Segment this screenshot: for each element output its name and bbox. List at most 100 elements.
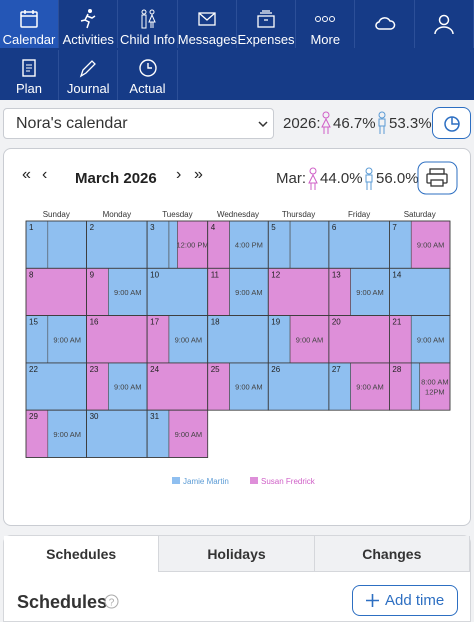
day-cell[interactable]: 9 9:00 AM (86, 267, 148, 317)
year-male-pct: 53.3% (389, 115, 432, 132)
day-number: 29 (29, 412, 38, 421)
nav-item[interactable]: Actual (119, 50, 178, 100)
tab[interactable]: Holidays (159, 536, 315, 572)
day-cell[interactable]: 30 (86, 409, 148, 458)
nav-item[interactable]: Messages (178, 0, 237, 48)
day-cell[interactable]: 27 9:00 AM (328, 362, 390, 411)
day-cell[interactable]: 7 9:00 AM (389, 220, 451, 269)
prev-year[interactable]: « (22, 166, 31, 183)
nav-label: Child Info (120, 32, 175, 47)
add-time-label: Add time (385, 592, 445, 609)
day-number: 5 (271, 223, 276, 232)
prev-month[interactable]: ‹ (42, 166, 47, 183)
pie-button[interactable] (432, 107, 471, 139)
exchange-time: 9:00 AM (235, 288, 263, 297)
tabs-panel: Schedules Holidays Changes Schedules ? Add… (3, 535, 471, 622)
day-cell[interactable]: 14 (389, 267, 451, 317)
day-cell[interactable]: 23 9:00 AM (86, 362, 148, 411)
custody-segment (108, 268, 148, 316)
day-cell[interactable]: 16 (86, 315, 148, 364)
day-number: 3 (150, 223, 155, 232)
day-cell[interactable]: 31 9:00 AM (146, 409, 209, 458)
day-number: 16 (90, 318, 99, 327)
custody-segment (229, 362, 269, 411)
day-cell[interactable]: 11 9:00 AM (207, 267, 269, 317)
exchange-time: 9:00 AM (296, 335, 324, 344)
day-cell[interactable]: 25 9:00 AM (207, 362, 269, 411)
exchange-time: 8:00 AM (421, 378, 449, 387)
legend-label: Susan Fredrick (261, 477, 316, 486)
nav-item[interactable]: Calendar (0, 0, 59, 48)
day-number: 27 (332, 365, 341, 374)
day-number: 11 (211, 270, 220, 279)
day-cell[interactable]: 10 (146, 267, 209, 317)
calendar-select[interactable]: Nora's calendar (3, 108, 274, 139)
nav-item[interactable]: Child Info (119, 0, 178, 48)
pie-icon (444, 116, 460, 132)
day-cell[interactable]: 5 (267, 220, 330, 269)
tab[interactable]: Schedules (4, 536, 160, 572)
day-number: 9 (90, 270, 95, 279)
day-number: 22 (29, 365, 38, 374)
nav-item[interactable]: Expenses (237, 0, 296, 48)
custody-segment (289, 220, 330, 269)
nav-icon (81, 9, 96, 29)
nav-icon (374, 17, 395, 30)
day-cell[interactable]: 13 9:00 AM (328, 267, 390, 317)
day-cell[interactable]: 29 9:00 AM (25, 409, 87, 458)
day-cell[interactable]: 8 (25, 267, 87, 317)
day-number: 15 (29, 318, 38, 327)
month-female-pct: 44.0% (320, 170, 363, 187)
nav-label: Expenses (237, 32, 295, 47)
weekday-label: Sunday (43, 210, 70, 219)
day-cell[interactable]: 19 9:00 AM (267, 315, 330, 364)
day-cell[interactable]: 15 9:00 AM (25, 315, 87, 364)
nav-item[interactable]: More (296, 0, 356, 48)
day-cell[interactable]: 18 (207, 315, 269, 364)
day-number: 17 (150, 318, 159, 327)
nav-label: More (310, 32, 341, 47)
tab[interactable]: Changes (314, 536, 470, 572)
help-icon[interactable]: ? (104, 594, 119, 609)
day-cell[interactable]: 24 (146, 362, 209, 411)
nav-icon-button[interactable] (356, 0, 415, 48)
exchange-time: 9:00 AM (235, 383, 263, 392)
day-cell[interactable]: 22 (25, 362, 87, 411)
day-cell[interactable]: 21 9:00 AM (389, 315, 451, 364)
custody-segment (168, 315, 209, 364)
day-number: 23 (90, 365, 99, 374)
custody-segment (86, 220, 148, 269)
day-cell[interactable]: 2 (86, 220, 148, 269)
day-cell[interactable]: 17 9:00 AM (146, 315, 209, 364)
day-number: 12 (271, 270, 280, 279)
custody-segment (108, 362, 148, 411)
day-number: 10 (150, 270, 159, 279)
day-cell[interactable]: 4 4:00 PM (207, 220, 269, 269)
day-cell[interactable]: 3 12:00 PM (146, 220, 209, 269)
nav-item[interactable]: Activities (59, 0, 119, 48)
nav-item[interactable]: Plan (0, 50, 59, 100)
male-icon (365, 167, 373, 190)
day-cell[interactable]: 6 (328, 220, 390, 269)
next-year[interactable]: » (194, 166, 203, 183)
day-cell[interactable]: 20 (328, 315, 390, 364)
day-cell[interactable]: 26 (267, 362, 330, 411)
month-male-pct: 56.0% (376, 170, 419, 187)
day-number: 7 (392, 223, 397, 232)
nav-item[interactable]: Journal (59, 50, 119, 100)
exchange-time: 9:00 AM (114, 288, 142, 297)
month-title: March 2026 (75, 170, 157, 187)
nav-icon-button[interactable] (415, 0, 474, 48)
svg-text:?: ? (109, 598, 115, 609)
male-icon (378, 111, 386, 134)
custody-segment (168, 409, 209, 458)
day-cell[interactable]: 12 (267, 267, 330, 317)
add-time-button[interactable]: Add time (352, 585, 458, 616)
exchange-time: 9:00 AM (356, 383, 384, 392)
calendar: « ‹ March 2026 › » Mar: 44.0% 56.0% Sund… (22, 161, 458, 486)
day-cell[interactable]: 1 (25, 220, 87, 269)
next-month[interactable]: › (176, 166, 181, 183)
custody-segment (47, 315, 87, 364)
print-button[interactable] (417, 161, 458, 195)
